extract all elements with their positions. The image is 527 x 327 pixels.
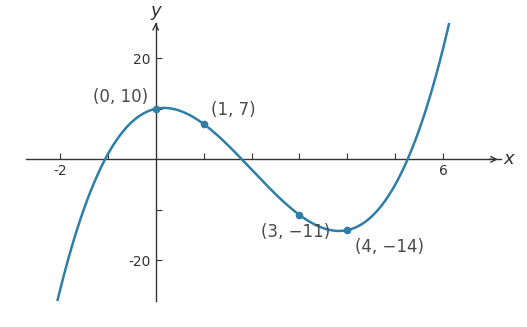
Text: y: y [150, 2, 161, 20]
Text: (4, −14): (4, −14) [355, 238, 424, 256]
Text: (0, 10): (0, 10) [93, 88, 149, 106]
Text: x: x [503, 150, 514, 168]
Text: (1, 7): (1, 7) [211, 101, 256, 119]
Text: (3, −11): (3, −11) [261, 222, 330, 241]
